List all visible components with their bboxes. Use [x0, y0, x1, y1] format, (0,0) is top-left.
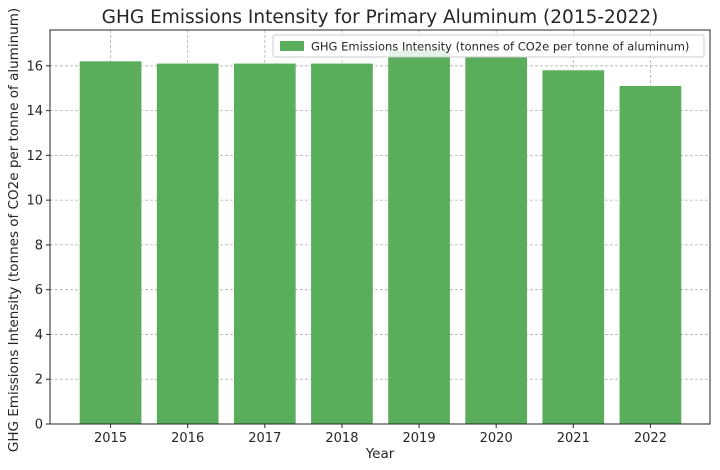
axes-spines [49, 29, 711, 425]
y-axis-label: GHG Emissions Intensity (tonnes of CO2e … [6, 8, 22, 452]
legend-label: GHG Emissions Intensity (tonnes of CO2e … [311, 40, 689, 54]
bar-2018 [311, 63, 373, 425]
legend-swatch [280, 41, 304, 51]
bar-2019 [388, 50, 450, 424]
y-tick-label: 2 [35, 373, 43, 388]
x-tick-label: 2015 [94, 431, 127, 446]
y-tick-label: 0 [35, 418, 43, 433]
y-tick-label: 10 [26, 194, 43, 209]
x-tick-label: 2020 [480, 431, 513, 446]
y-tick-label: 14 [26, 104, 43, 119]
bar-2015 [79, 61, 142, 424]
x-axis-ticks: 2015 2016 2017 2018 2019 2020 2021 2022 [94, 424, 667, 446]
grid-lines [50, 30, 710, 425]
x-tick-label: 2018 [325, 431, 358, 446]
legend: GHG Emissions Intensity (tonnes of CO2e … [272, 34, 705, 58]
bar-2020 [465, 56, 528, 424]
y-axis-ticks: 0 2 4 6 8 10 12 14 16 [26, 59, 50, 433]
bars-group [79, 50, 682, 425]
x-tick-label: 2016 [171, 431, 204, 446]
bar-2022 [619, 85, 682, 424]
y-tick-label: 8 [35, 238, 43, 253]
y-tick-label: 4 [35, 328, 43, 343]
legend-box [272, 34, 705, 58]
chart-title: GHG Emissions Intensity for Primary Alum… [102, 7, 659, 28]
x-tick-label: 2019 [403, 431, 436, 446]
plot-frame [49, 29, 711, 425]
x-tick-label: 2017 [248, 431, 281, 446]
y-tick-label: 12 [26, 149, 43, 164]
y-tick-label: 6 [35, 283, 43, 298]
bar-2017 [233, 63, 296, 425]
bar-2021 [542, 70, 605, 424]
x-tick-label: 2021 [557, 431, 590, 446]
bar-2016 [156, 63, 219, 425]
x-axis-label: Year [365, 446, 395, 462]
y-tick-label: 16 [26, 59, 43, 74]
x-tick-label: 2022 [634, 431, 667, 446]
